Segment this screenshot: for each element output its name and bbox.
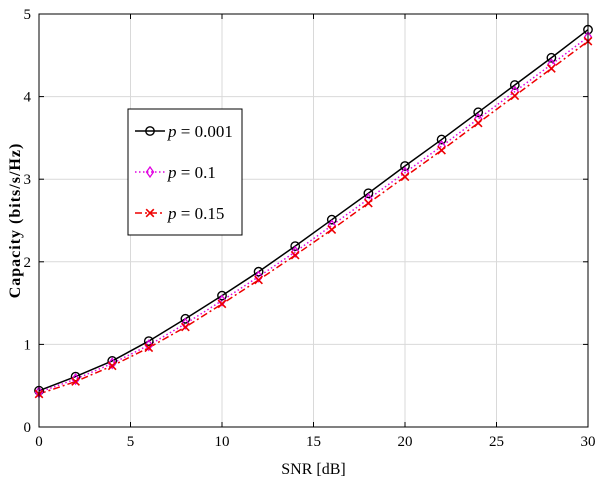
x-tick-label: 20 (398, 434, 413, 450)
y-tick-label: 1 (24, 337, 32, 353)
x-axis-ticks: 0 5 10 15 20 25 30 (35, 14, 596, 450)
y-tick-label: 4 (24, 90, 32, 106)
data-point-x (364, 198, 373, 208)
data-point-x (547, 64, 556, 73)
data-point-circle (180, 313, 191, 324)
data-point-diamond (71, 372, 80, 386)
data-point-x (217, 299, 227, 309)
legend-variable: p (167, 204, 177, 223)
data-point-diamond (144, 339, 154, 352)
grid (38, 13, 589, 428)
data-point-x (327, 225, 337, 234)
data-point-x (107, 361, 117, 371)
x-tick-label: 10 (215, 434, 230, 450)
x-tick-label: 25 (489, 434, 504, 450)
data-point-x (400, 172, 410, 182)
plot-lines (38, 29, 589, 395)
data-point-x (254, 275, 263, 285)
y-tick-label: 5 (24, 7, 32, 23)
legend-marker-x (145, 208, 155, 218)
data-point-diamond (290, 245, 300, 259)
data-point-diamond (254, 270, 263, 283)
x-tick-label: 5 (127, 434, 135, 450)
legend-value: = 0.001 (177, 122, 233, 141)
series-line-2 (38, 40, 589, 395)
plot-markers (34, 24, 593, 399)
data-point-diamond (217, 294, 227, 307)
data-point-x (144, 343, 154, 353)
data-point-x (181, 322, 190, 332)
y-axis-ticks: 0 1 2 3 4 5 (24, 7, 588, 436)
legend-marker-diamond (145, 165, 155, 179)
data-point-circle (363, 188, 374, 199)
legend-value: = 0.1 (177, 163, 216, 182)
y-tick-label: 0 (24, 420, 32, 436)
data-point-circle (217, 290, 227, 301)
data-point-x (510, 91, 520, 101)
x-axis-label: SNR [dB] (281, 461, 345, 478)
legend-marker-circle (145, 126, 155, 136)
data-point-x (437, 145, 446, 155)
data-point-x (290, 250, 300, 260)
data-point-x (71, 377, 80, 386)
y-tick-label: 3 (24, 172, 32, 188)
legend-value: = 0.15 (177, 204, 225, 223)
legend-label-0: p = 0.001 (167, 122, 233, 141)
data-point-circle (290, 241, 301, 252)
x-tick-label: 30 (581, 434, 596, 450)
data-point-circle (143, 336, 154, 346)
legend-variable: p (167, 163, 177, 182)
legend-variable: p (167, 122, 177, 141)
data-point-circle (253, 266, 264, 277)
data-point-diamond (181, 317, 190, 330)
legend-label-1: p = 0.1 (167, 163, 216, 182)
data-point-circle (509, 80, 520, 90)
data-point-circle (400, 161, 410, 171)
legend-label-2: p = 0.15 (167, 204, 224, 223)
x-tick-label: 0 (35, 434, 43, 450)
data-point-diamond (107, 357, 117, 370)
series-line-0 (38, 29, 589, 392)
data-point-circle (436, 134, 447, 145)
data-point-circle (473, 107, 484, 118)
data-point-circle (326, 214, 337, 225)
y-tick-label: 2 (24, 255, 32, 271)
y-axis-label: Capacity (bits/s/Hz) (7, 143, 24, 299)
data-point-x (473, 118, 483, 128)
x-tick-label: 15 (306, 434, 321, 450)
data-point-circle (546, 52, 557, 63)
